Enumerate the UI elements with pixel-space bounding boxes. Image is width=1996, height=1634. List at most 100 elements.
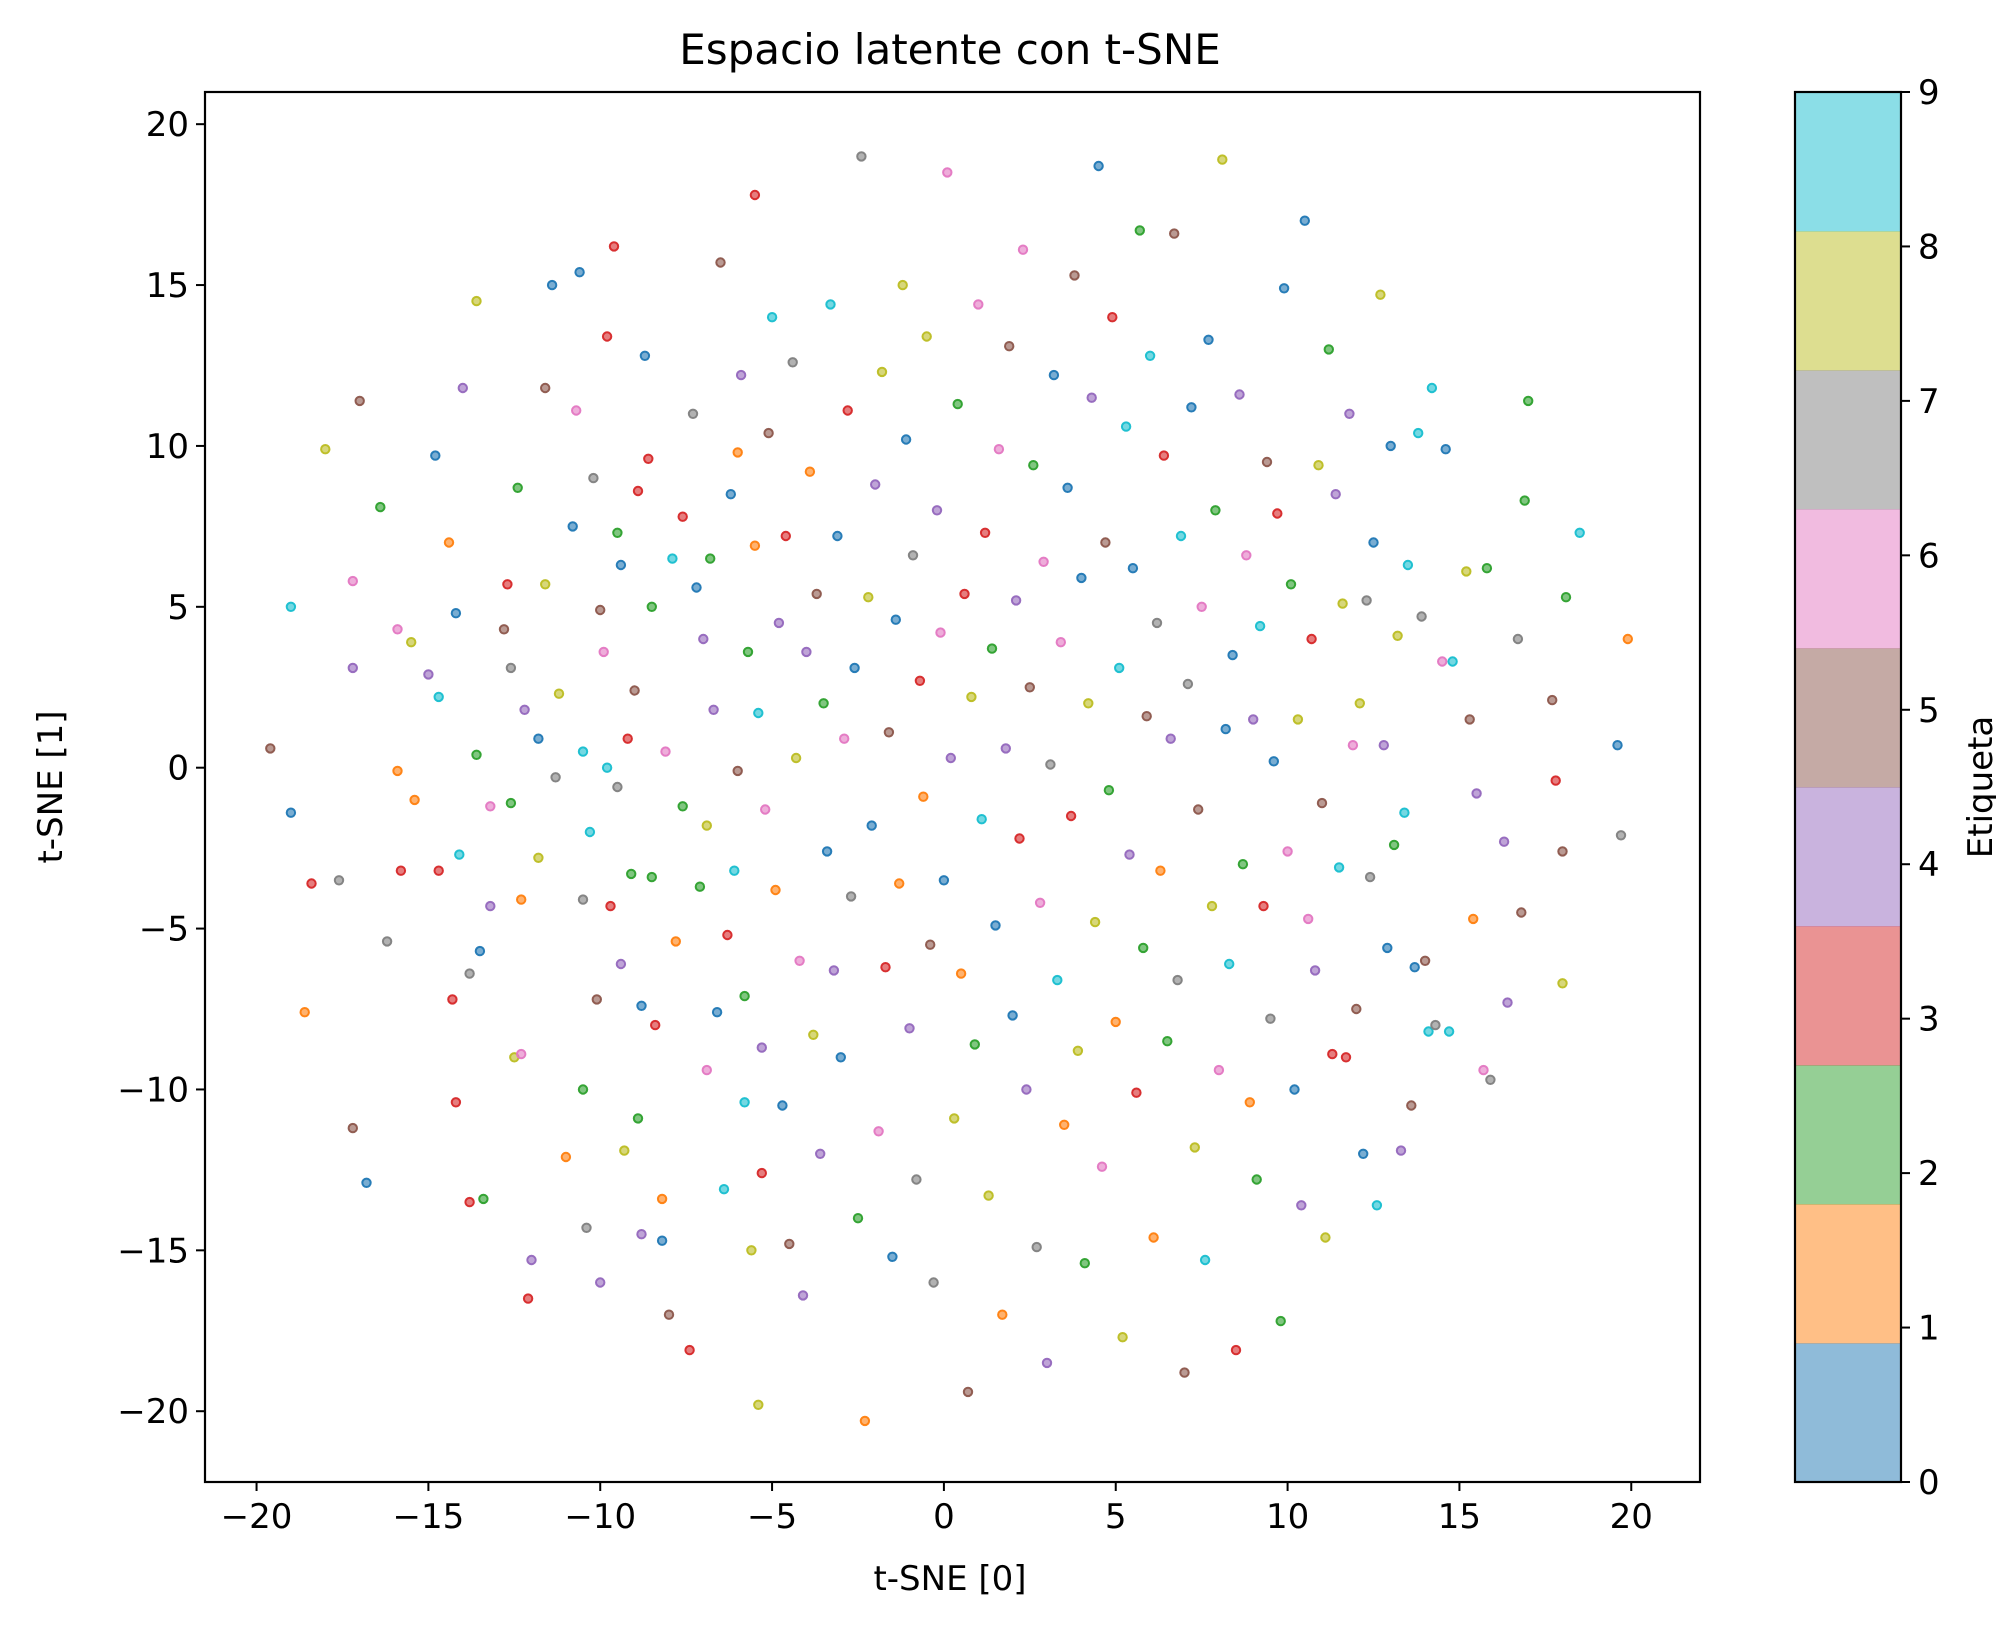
scatter-point-label-3 <box>1158 450 1170 461</box>
scatter-point-label-4 <box>519 704 530 715</box>
scatter-point-label-4 <box>801 646 812 658</box>
scatter-point-label-4 <box>485 900 496 912</box>
scatter-point-label-0 <box>1093 160 1104 172</box>
scatter-point-label-0 <box>285 807 297 818</box>
scatter-point-label-0 <box>832 530 843 542</box>
colorbar-tick-label: 3 <box>1918 1000 1940 1040</box>
scatter-point-label-0 <box>574 267 585 278</box>
scatter-point-label-0 <box>1227 649 1238 661</box>
scatter-point-label-1 <box>1110 1016 1121 1028</box>
scatter-point-label-7 <box>1361 595 1372 606</box>
scatter-point-label-0 <box>533 733 544 744</box>
scatter-point-label-9 <box>577 746 589 757</box>
scatter-point-label-1 <box>516 894 527 905</box>
scatter-point-label-2 <box>1028 460 1039 471</box>
scatter-point-label-3 <box>780 530 791 542</box>
scatter-point-label-8 <box>897 279 908 291</box>
scatter-point-label-9 <box>718 1184 730 1195</box>
scatter-point-label-2 <box>677 801 688 812</box>
scatter-point-label-4 <box>1041 1357 1053 1369</box>
scatter-point-label-1 <box>443 537 455 548</box>
scatter-point-label-8 <box>1337 598 1348 609</box>
chart-title: Espacio latente con t-SNE <box>679 25 1221 74</box>
scatter-point-label-6 <box>1347 740 1359 751</box>
scatter-point-label-2 <box>471 749 482 760</box>
scatter-point-label-0 <box>1440 444 1451 455</box>
scatter-point-label-0 <box>567 521 578 532</box>
scatter-point-label-6 <box>1034 897 1046 908</box>
scatter-point-label-2 <box>1519 495 1530 506</box>
scatter-point-label-8 <box>753 1399 764 1411</box>
scatter-point-label-7 <box>333 875 345 886</box>
scatter-point-label-2 <box>1162 1036 1173 1047</box>
scatter-point-label-9 <box>1426 382 1438 394</box>
scatter-point-label-9 <box>766 312 778 323</box>
scatter-point-label-9 <box>1254 620 1266 632</box>
colorbar-tick-label: 7 <box>1918 382 1940 422</box>
scatter-point-label-5 <box>811 588 822 600</box>
scatter-point-label-1 <box>997 1309 1008 1320</box>
scatter-point-label-1 <box>749 540 761 551</box>
scatter-point-label-8 <box>320 444 331 455</box>
scatter-point-label-5 <box>354 395 365 407</box>
scatter-point-label-7 <box>612 781 623 793</box>
scatter-point-label-2 <box>632 1113 644 1124</box>
scatter-point-label-9 <box>454 849 465 860</box>
scatter-point-label-4 <box>1395 1145 1407 1156</box>
scatter-point-label-3 <box>605 900 616 912</box>
scatter-point-label-1 <box>560 1151 572 1163</box>
colorbar-frame <box>1793 90 1903 1484</box>
scatter-point-label-0 <box>615 559 627 571</box>
scatter-point-label-9 <box>1333 862 1345 873</box>
scatter-point-label-7 <box>907 550 919 561</box>
scatter-point-label-5 <box>663 1309 675 1320</box>
scatter-point-label-4 <box>1165 733 1176 744</box>
scatter-point-label-9 <box>1399 807 1410 818</box>
scatter-point-label-3 <box>650 1019 661 1031</box>
scatter-point-label-3 <box>643 453 654 464</box>
scatter-point-label-9 <box>1413 427 1424 439</box>
scatter-point-label-5 <box>925 939 936 950</box>
scatter-point-label-0 <box>849 662 860 674</box>
scatter-point-label-0 <box>1127 563 1139 574</box>
y-axis-ticks: −20 −15 −10 −5 0 5 10 15 20 <box>117 105 205 1432</box>
scatter-point-label-1 <box>894 878 905 889</box>
scatter-point-label-3 <box>447 994 458 1005</box>
scatter-point-label-0 <box>1268 756 1280 767</box>
scatter-point-label-0 <box>890 614 901 625</box>
scatter-point-label-9 <box>753 707 764 719</box>
scatter-point-label-4 <box>1021 1084 1032 1095</box>
scatter-point-label-8 <box>471 295 482 307</box>
scatter-point-label-8 <box>949 1113 960 1124</box>
scatter-point-label-7 <box>588 472 599 484</box>
scatter-point-label-9 <box>1371 1200 1383 1211</box>
scatter-point-label-4 <box>735 369 747 381</box>
scatter-point-label-0 <box>1385 440 1396 452</box>
scatter-point-label-1 <box>1468 913 1479 925</box>
colorbar-tick-label: 4 <box>1918 845 1940 885</box>
scatter-point-label-9 <box>584 826 596 838</box>
scatter-point-label-1 <box>859 1415 871 1427</box>
scatter-point-label-8 <box>701 820 712 831</box>
scatter-point-label-5 <box>1406 1100 1417 1111</box>
scatter-point-label-9 <box>601 762 613 773</box>
scatter-point-label-9 <box>1574 527 1585 538</box>
scatter-point-label-4 <box>708 704 719 715</box>
scatter-point-label-5 <box>265 743 276 754</box>
scatter-point-label-8 <box>876 366 888 378</box>
scatter-point-label-3 <box>722 929 733 941</box>
scatter-point-label-0 <box>636 1000 647 1011</box>
colorbar-tick-label: 1 <box>1918 1309 1940 1349</box>
scatter-point-label-9 <box>433 691 444 703</box>
scatter-point-label-7 <box>1485 1074 1496 1086</box>
scatter-point-label-4 <box>1086 392 1097 403</box>
scatter-point-label-6 <box>1241 550 1252 561</box>
scatter-point-label-1 <box>656 1193 668 1205</box>
scatter-point-label-5 <box>498 624 510 635</box>
scatter-point-label-3 <box>1107 312 1118 323</box>
scatter-point-label-9 <box>1447 656 1458 667</box>
scatter-point-label-0 <box>1409 962 1420 973</box>
colorbar-tick-label: 8 <box>1918 227 1940 267</box>
scatter-point-label-6 <box>516 1048 527 1060</box>
scatter-point-label-5 <box>1261 456 1273 468</box>
